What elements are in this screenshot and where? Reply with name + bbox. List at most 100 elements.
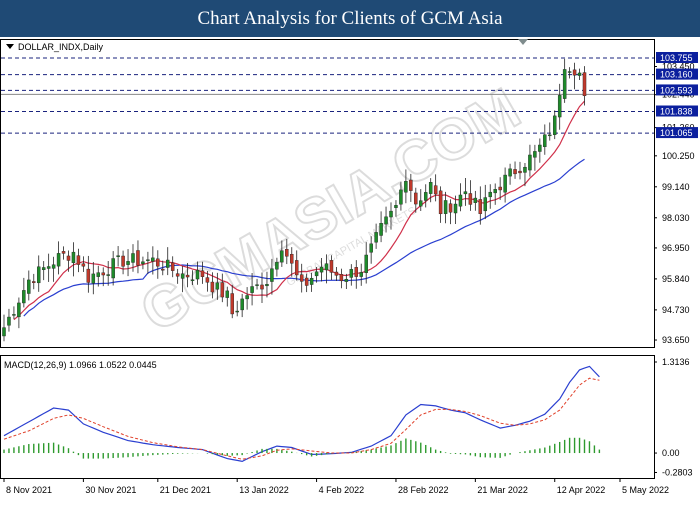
candle (146, 251, 150, 274)
price-level-label: 103.160 (660, 70, 693, 80)
candle (354, 260, 359, 289)
price-axis-label: 96.950 (662, 243, 690, 253)
candle-body (518, 170, 522, 174)
candle-body (552, 115, 557, 135)
candle-body (245, 295, 249, 300)
candle (131, 244, 135, 272)
candle (443, 191, 448, 224)
candle-body (17, 302, 21, 318)
candle-body (428, 182, 433, 194)
candle-body (71, 251, 76, 264)
candle (275, 257, 279, 277)
candle (290, 247, 294, 277)
candle (548, 122, 552, 141)
candle (438, 186, 443, 223)
candle (562, 58, 567, 103)
candle-body (453, 203, 458, 214)
candle (265, 271, 269, 298)
price-level-label: 101.065 (660, 128, 693, 138)
price-level-label: 103.755 (660, 53, 693, 63)
price-layer (1, 57, 654, 463)
candle-body (334, 271, 339, 276)
candle-body (314, 271, 319, 277)
candle-body (200, 270, 205, 277)
candle (156, 250, 160, 279)
candle-body (255, 284, 259, 286)
candle-body (230, 293, 234, 315)
chart-svg: GCMASIA.COM GLOBAL CAPITAL MARKETS DOLLA… (0, 39, 698, 495)
candle-body (582, 72, 587, 97)
candle (280, 240, 284, 267)
candle (36, 255, 41, 292)
candle (215, 272, 220, 300)
candle (359, 263, 363, 286)
macd-title: MACD(12,26,9) 1.0966 1.0522 0.0445 (4, 360, 157, 370)
candle-body (96, 272, 101, 277)
candle (458, 183, 463, 212)
candle (543, 124, 547, 155)
candle-body (359, 272, 363, 277)
candle (344, 273, 349, 289)
candle (285, 238, 289, 265)
candle-body (567, 71, 572, 73)
candle (339, 268, 344, 289)
candle (379, 211, 383, 243)
candle (498, 177, 502, 200)
candle-body (572, 69, 577, 76)
candle (32, 273, 36, 290)
candle-body (240, 298, 244, 311)
candle (27, 270, 31, 301)
candle (101, 267, 105, 287)
chart-shift-marker-icon[interactable] (518, 39, 528, 45)
candle (572, 62, 577, 90)
candle (165, 247, 170, 276)
candle-body (170, 262, 175, 271)
candle (66, 250, 71, 272)
candle (384, 206, 388, 233)
candle (294, 250, 299, 281)
price-levels (1, 57, 654, 134)
candle-body (220, 282, 225, 298)
candle-body (369, 243, 373, 253)
candle (508, 163, 512, 185)
candle (240, 293, 244, 318)
candle-body (32, 281, 36, 283)
date-axis-label: 13 Jan 2022 (239, 485, 289, 495)
candle-body (399, 189, 403, 205)
candle-body (151, 257, 155, 262)
candle-body (304, 277, 309, 286)
candle-body (27, 279, 31, 294)
candle (503, 167, 507, 203)
candle-body (225, 290, 230, 298)
candle (364, 242, 368, 284)
candle (304, 273, 309, 293)
candle-body (131, 253, 135, 263)
candle-body (364, 254, 368, 273)
candle-body (419, 200, 423, 207)
axis-layer: 93.650 94.730 95.840 96.950 98.030 99.140 100.… (3, 52, 698, 495)
candle-body (458, 194, 463, 207)
candle-body (438, 190, 443, 215)
price-level-label-box (656, 84, 698, 96)
candle-body (136, 250, 140, 266)
price-level-label-box (656, 105, 698, 117)
price-axis-label: 98.030 (662, 213, 690, 223)
price-axis-label: 94.730 (662, 305, 690, 315)
candle (56, 241, 61, 275)
candle (493, 183, 497, 205)
candle-body (443, 200, 448, 214)
candle-body (76, 255, 81, 265)
price-axis-label: 95.840 (662, 274, 690, 284)
chart-banner: Chart Analysis for Clients of GCM Asia (0, 0, 700, 37)
candle (151, 246, 155, 275)
candle (91, 262, 96, 295)
candle (12, 306, 16, 320)
price-level-label-box (656, 68, 698, 80)
date-axis-label: 21 Dec 2021 (160, 485, 211, 495)
candle (7, 308, 11, 332)
candle (582, 66, 587, 106)
candle-body (280, 250, 284, 263)
candle-body (433, 185, 438, 195)
dropdown-triangle-icon[interactable] (6, 44, 14, 49)
candle (270, 258, 274, 295)
